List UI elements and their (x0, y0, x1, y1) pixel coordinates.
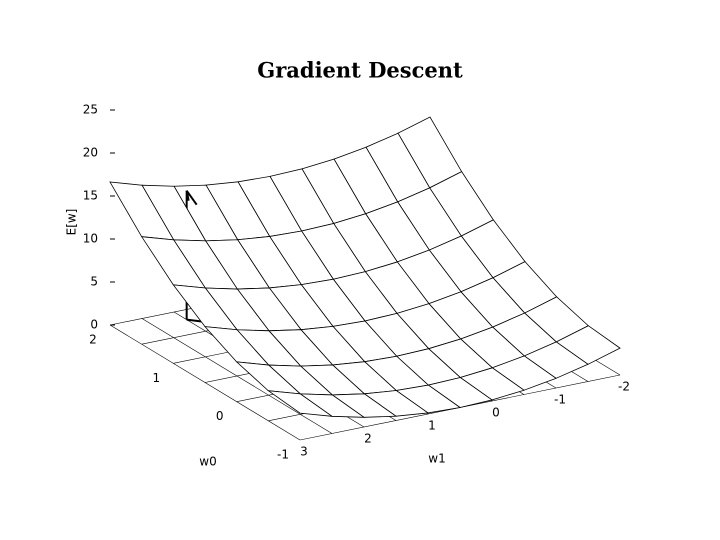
w1-tick-label: 0 (492, 406, 500, 420)
z-tick-label: 0 (90, 318, 98, 332)
w1-tick-label: -1 (554, 393, 566, 407)
z-tick-label: 25 (83, 103, 98, 117)
z-tick-label: 20 (83, 146, 98, 160)
w0-tick-label: -1 (277, 448, 289, 462)
z-tick-label: 10 (83, 232, 98, 246)
w1-tick-label: 2 (364, 432, 372, 446)
floor-grid-line (141, 318, 333, 434)
descent-arrow (185, 190, 198, 206)
chart-title: Gradient Descent (257, 58, 463, 83)
floor-grid-line (109, 324, 301, 441)
descent-foot (186, 318, 203, 323)
w1-axis-label: w1 (428, 452, 445, 466)
w1-tick-label: 1 (428, 419, 436, 433)
w0-tick-label: 2 (89, 333, 97, 347)
w0-tick-label: 0 (216, 409, 224, 423)
z-tick-label: 15 (83, 189, 98, 203)
z-axis-label: E[w] (65, 209, 79, 236)
w1-tick-label: 3 (300, 445, 308, 459)
z-tick-label: 5 (90, 275, 98, 289)
w1-tick-label: -2 (618, 380, 630, 394)
w0-tick-label: 1 (153, 371, 161, 385)
surface-cell (266, 390, 334, 417)
w0-axis-label: w0 (199, 455, 216, 469)
